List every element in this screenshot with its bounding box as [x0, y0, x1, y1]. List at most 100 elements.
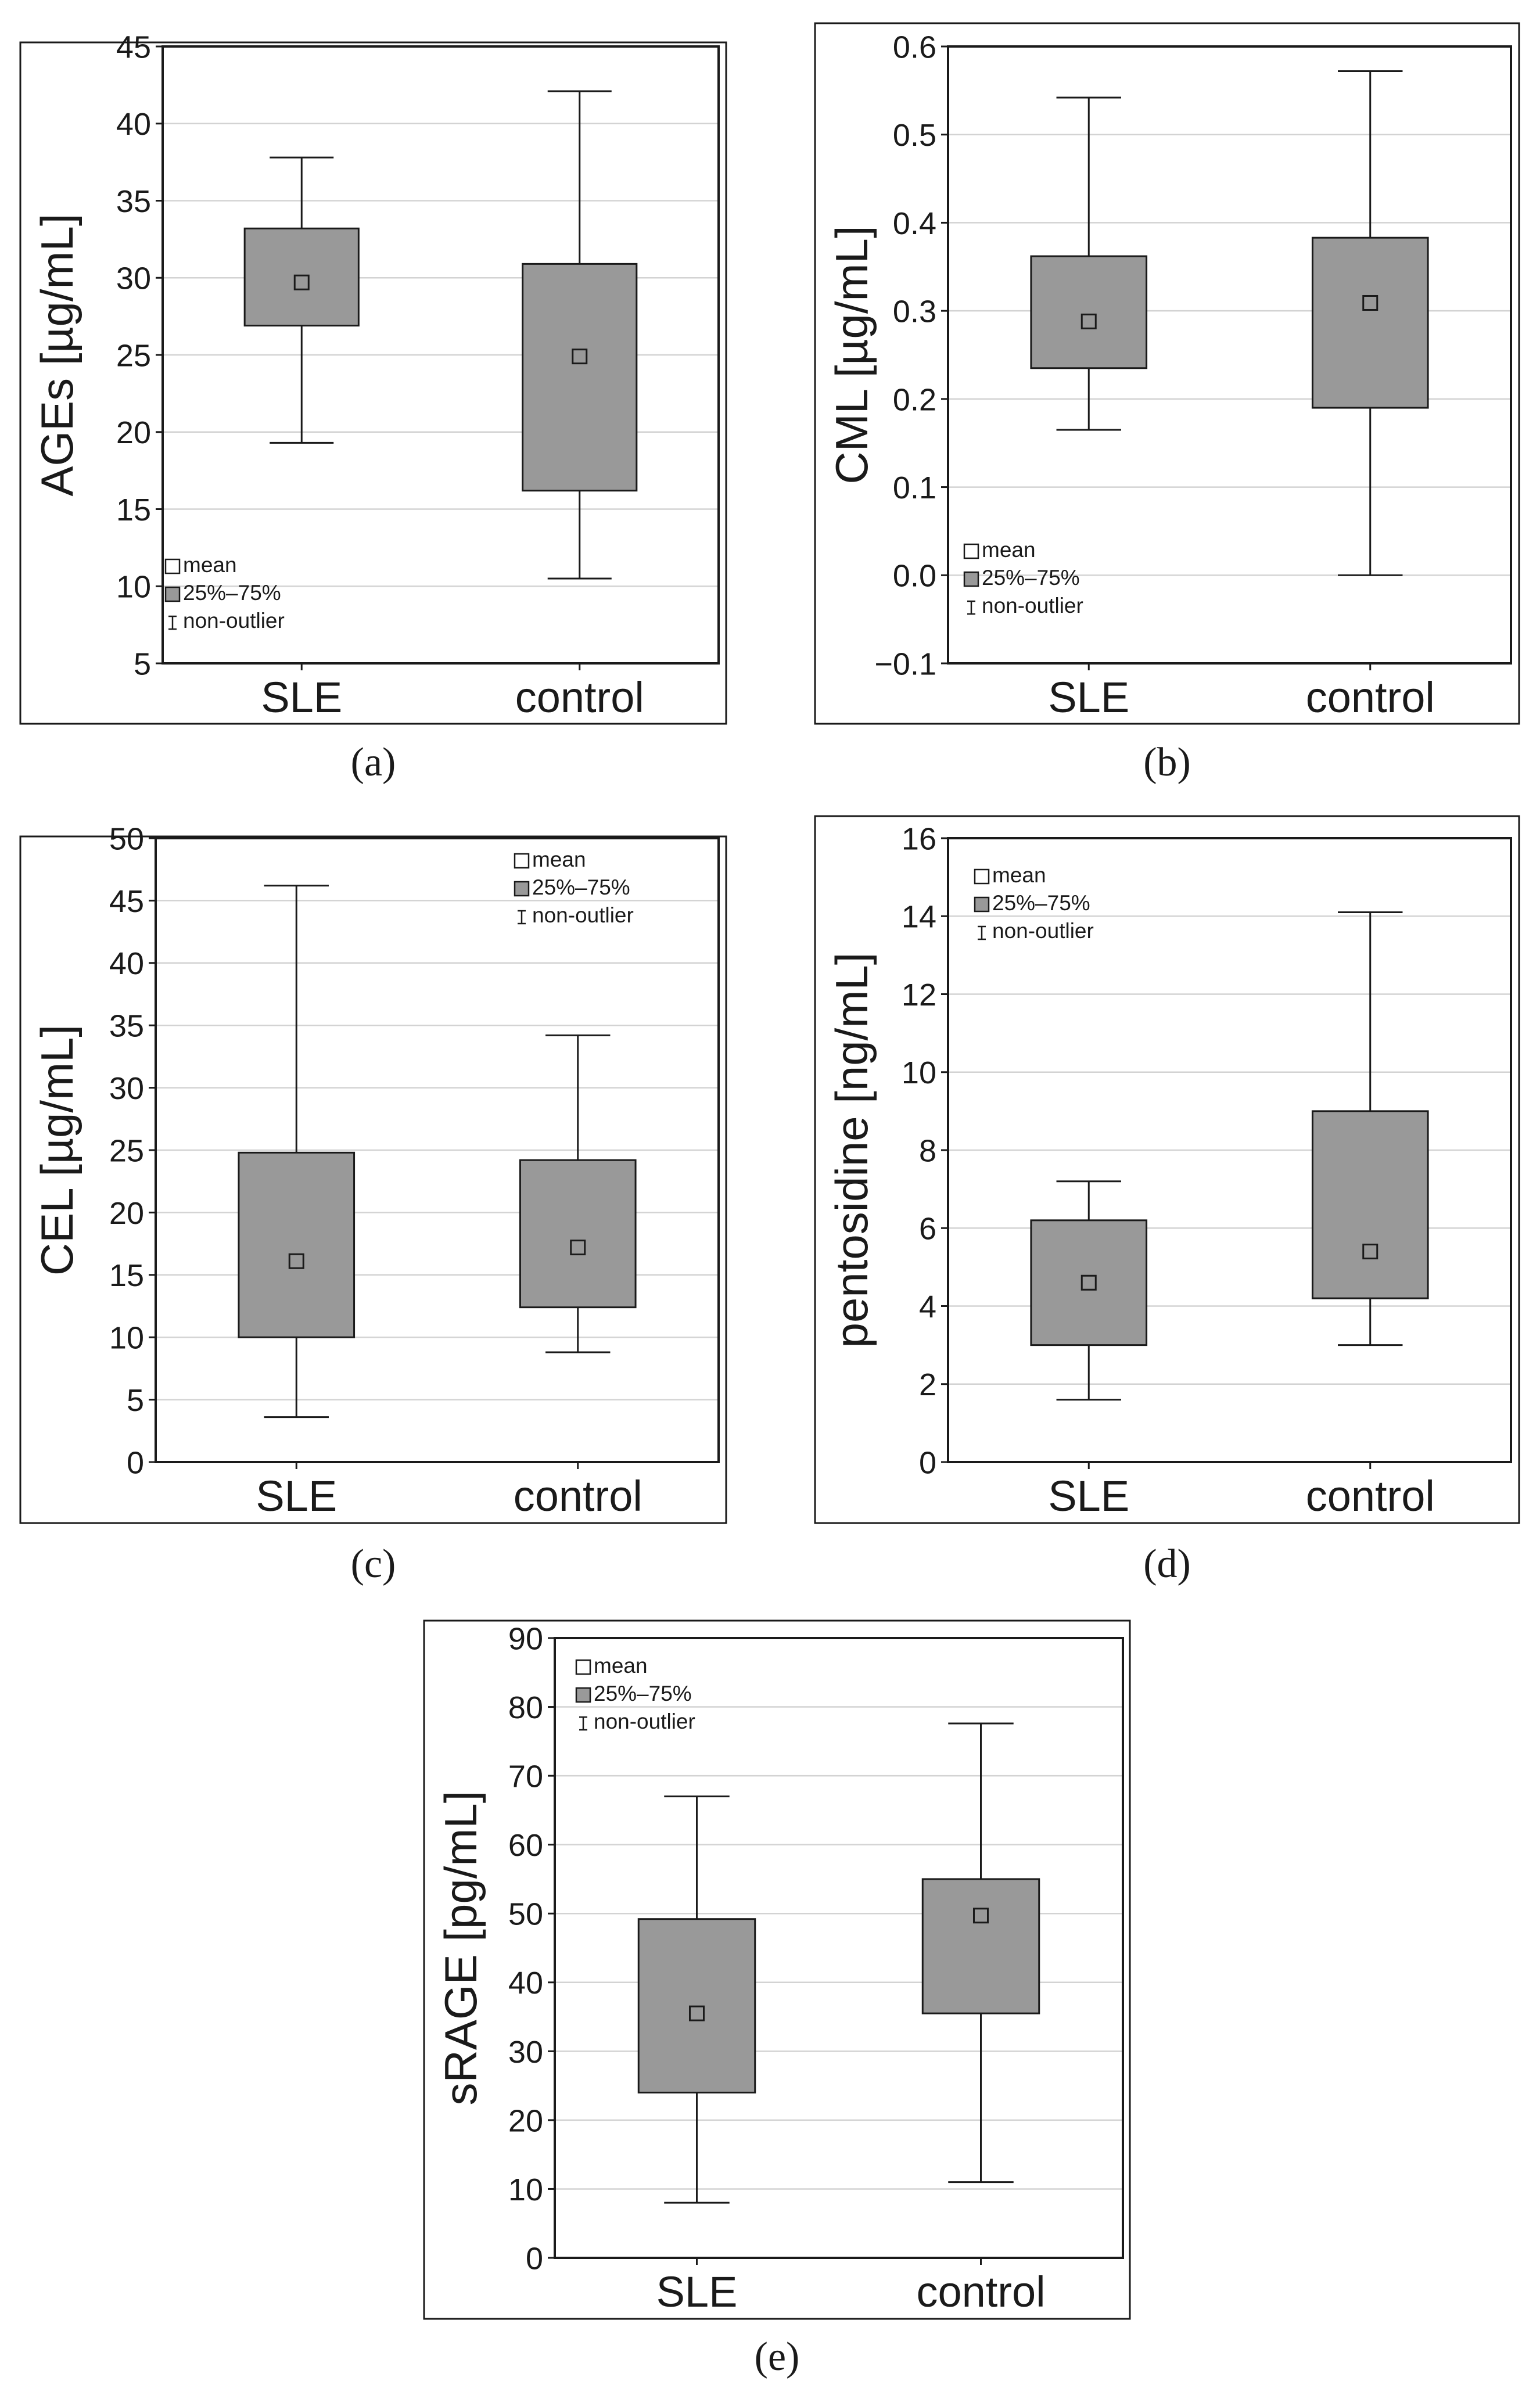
y-tick-label: 35 [116, 184, 151, 219]
y-tick-label: 12 [902, 978, 936, 1012]
x-category-label: SLE [1048, 1472, 1129, 1520]
legend-label: non-outlier [183, 609, 285, 633]
legend: mean 25%–75% non-outlier [575, 1654, 695, 1733]
y-tick-label: 0.6 [893, 30, 936, 64]
box-group-control: control [916, 1722, 1046, 2316]
iqr-box [519, 1159, 637, 1309]
mean-marker [288, 1253, 304, 1269]
y-axis-label: AGEs [µg/mL] [31, 213, 82, 496]
y-axis-label: CEL [µg/mL] [31, 1025, 82, 1276]
legend-label: mean [992, 863, 1046, 887]
y-tick-label: 5 [127, 1383, 144, 1418]
legend-mean-swatch [963, 543, 979, 559]
panel-label: (a) [351, 740, 396, 785]
panel-frame [423, 1619, 1131, 2320]
box-group-control: control [1306, 70, 1435, 721]
chart-panel-d: 0 2 4 6 8 10 12 14 16 pentosidine [ng/mL] SLE contr… [814, 815, 1520, 1586]
legend-box-swatch [575, 1687, 591, 1703]
y-tick-label: 35 [109, 1009, 144, 1044]
panel-frame [814, 22, 1520, 725]
mean-marker [293, 274, 310, 290]
iqr-box [921, 1878, 1040, 2014]
y-axis-label: CML [µg/mL] [826, 225, 877, 484]
panel-label: (c) [351, 1542, 396, 1586]
box-group-sle: SLE [243, 156, 360, 721]
mean-marker [973, 1908, 989, 1924]
mean-marker [1080, 1274, 1097, 1291]
legend: mean 25%–75% non-outlier [974, 863, 1094, 943]
legend-label: non-outlier [992, 919, 1094, 943]
mean-marker [1080, 313, 1097, 329]
y-tick-label: 20 [116, 415, 151, 450]
box-group-sle: SLE [238, 885, 356, 1520]
legend-label: mean [183, 553, 237, 577]
iqr-box [1311, 1110, 1429, 1299]
iqr-box [1030, 255, 1148, 369]
y-tick-label: 0 [127, 1445, 144, 1480]
box-group-sle: SLE [637, 1795, 756, 2316]
panel-frame [814, 815, 1520, 1524]
legend: mean 25%–75% non-outlier [963, 538, 1083, 617]
legend-label: mean [594, 1654, 648, 1678]
plot-area [947, 45, 1512, 665]
y-tick-label: 10 [902, 1055, 936, 1090]
plot-area [554, 1637, 1124, 2259]
legend-label: 25%–75% [982, 566, 1080, 590]
box-group-control: control [515, 90, 644, 721]
legend-label: 25%–75% [183, 581, 281, 605]
legend-box-swatch [963, 571, 979, 587]
y-tick-label: 40 [116, 107, 151, 142]
y-tick-label: −0.1 [874, 647, 936, 681]
legend-label: non-outlier [532, 903, 634, 927]
y-tick-label: 50 [508, 1897, 543, 1932]
legend-mean-swatch [974, 868, 990, 885]
x-category-label: SLE [261, 673, 342, 721]
y-tick-label: 0.4 [893, 206, 936, 241]
legend-box-swatch [164, 586, 181, 602]
y-tick-label: 25 [109, 1133, 144, 1168]
panel-label: (b) [1143, 740, 1191, 785]
x-category-label: SLE [256, 1472, 337, 1520]
mean-marker [572, 349, 588, 365]
y-tick-label: 0.0 [893, 559, 936, 594]
y-tick-label: 6 [919, 1212, 936, 1247]
y-tick-label: 45 [116, 30, 151, 64]
y-tick-label: 0.1 [893, 471, 936, 505]
y-axis-label: pentosidine [ng/mL] [826, 953, 877, 1348]
legend-mean-swatch [514, 853, 530, 869]
mean-marker [689, 2005, 705, 2021]
box-group-sle: SLE [1030, 1180, 1148, 1520]
x-category-label: control [514, 1472, 642, 1520]
y-tick-label: 0.2 [893, 382, 936, 417]
mean-marker [1362, 1244, 1379, 1260]
legend-label: 25%–75% [532, 875, 630, 899]
y-tick-label: 15 [109, 1258, 144, 1293]
y-tick-label: 60 [508, 1828, 543, 1863]
box-group-sle: SLE [1030, 96, 1148, 721]
panel-frame [19, 835, 727, 1524]
x-category-label: control [1306, 673, 1435, 721]
y-tick-label: 0.3 [893, 295, 936, 329]
y-tick-label: 30 [116, 261, 151, 296]
iqr-box [522, 263, 638, 492]
x-category-label: SLE [656, 2268, 738, 2316]
y-tick-label: 90 [508, 1621, 543, 1656]
legend: mean 25%–75% non-outlier [164, 553, 285, 633]
y-tick-label: 25 [116, 338, 151, 373]
y-tick-label: 4 [919, 1290, 936, 1324]
box-group-control: control [514, 1034, 642, 1520]
y-tick-label: 40 [508, 1966, 543, 2001]
x-category-label: SLE [1048, 673, 1129, 721]
y-tick-label: 0 [919, 1445, 936, 1480]
y-tick-label: 10 [116, 570, 151, 605]
y-tick-label: 40 [109, 946, 144, 981]
x-category-label: control [916, 2268, 1045, 2316]
y-tick-label: 8 [919, 1133, 936, 1168]
y-tick-label: 5 [134, 647, 151, 681]
y-tick-label: 50 [109, 821, 144, 856]
y-tick-label: 10 [508, 2172, 543, 2207]
legend-label: 25%–75% [594, 1682, 692, 1705]
y-tick-label: 20 [508, 2103, 543, 2138]
y-tick-label: 14 [902, 900, 936, 935]
